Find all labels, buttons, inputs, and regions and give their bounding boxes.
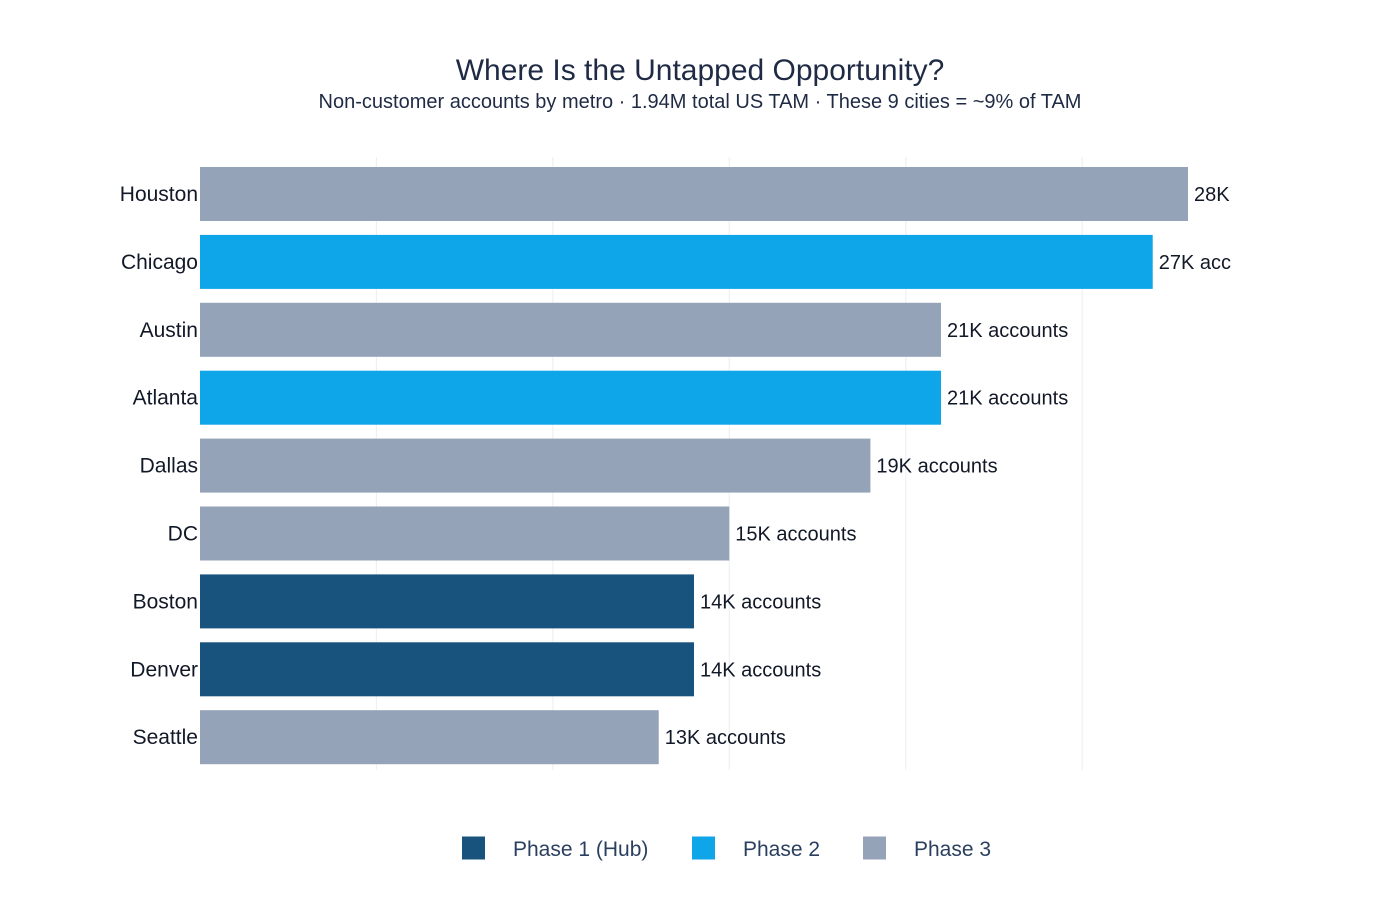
y-tick-label-seattle: Seattle	[133, 726, 198, 749]
y-tick-label-dc: DC	[168, 523, 198, 546]
data-label-denver: 14K accounts	[700, 659, 821, 681]
bar-boston[interactable]	[200, 574, 694, 629]
data-label-dallas: 19K accounts	[876, 456, 997, 478]
data-label-seattle: 13K accounts	[665, 727, 786, 749]
legend-swatch-phase-2[interactable]	[692, 836, 715, 860]
data-label-austin: 21K accounts	[947, 320, 1068, 342]
data-label-houston: 28K	[1194, 184, 1230, 206]
y-axis-tick-labels: Houston Chicago Austin Atlanta Dallas DC Bosto…	[120, 183, 199, 749]
data-label-atlanta: 21K accounts	[947, 388, 1068, 410]
y-tick-label-denver: Denver	[130, 658, 198, 681]
legend-label-phase-3[interactable]: Phase 3	[914, 838, 991, 861]
legend-swatch-phase-3[interactable]	[863, 836, 886, 860]
data-label-chicago: 27K acc	[1159, 252, 1231, 274]
data-labels: 28K 27K acc 21K accounts 21K accounts 19K ac…	[665, 184, 1231, 749]
legend-swatch-phase-1-hub[interactable]	[462, 836, 485, 860]
bar-dallas[interactable]	[200, 438, 871, 493]
legend: Phase 1 (Hub) Phase 2 Phase 3	[462, 836, 991, 861]
y-tick-label-atlanta: Atlanta	[133, 387, 199, 410]
y-tick-label-chicago: Chicago	[121, 251, 198, 274]
bar-atlanta[interactable]	[200, 370, 941, 425]
bar-dc[interactable]	[200, 506, 730, 561]
y-tick-label-dallas: Dallas	[140, 455, 198, 478]
legend-label-phase-2[interactable]: Phase 2	[743, 838, 820, 861]
bar-chicago[interactable]	[200, 234, 1153, 289]
bar-denver[interactable]	[200, 642, 694, 697]
chart-subtitle: Non-customer accounts by metro · 1.94M t…	[319, 91, 1082, 113]
data-label-dc: 15K accounts	[735, 524, 856, 546]
bars	[200, 167, 1188, 765]
chart-title: Where Is the Untapped Opportunity?	[456, 54, 945, 87]
y-tick-label-boston: Boston	[133, 590, 198, 613]
bar-austin[interactable]	[200, 302, 941, 357]
bar-seattle[interactable]	[200, 710, 659, 765]
data-label-boston: 14K accounts	[700, 591, 821, 613]
y-tick-label-houston: Houston	[120, 183, 198, 206]
legend-label-phase-1-hub[interactable]: Phase 1 (Hub)	[513, 838, 648, 861]
bar-houston[interactable]	[200, 167, 1188, 221]
y-tick-label-austin: Austin	[140, 319, 198, 342]
